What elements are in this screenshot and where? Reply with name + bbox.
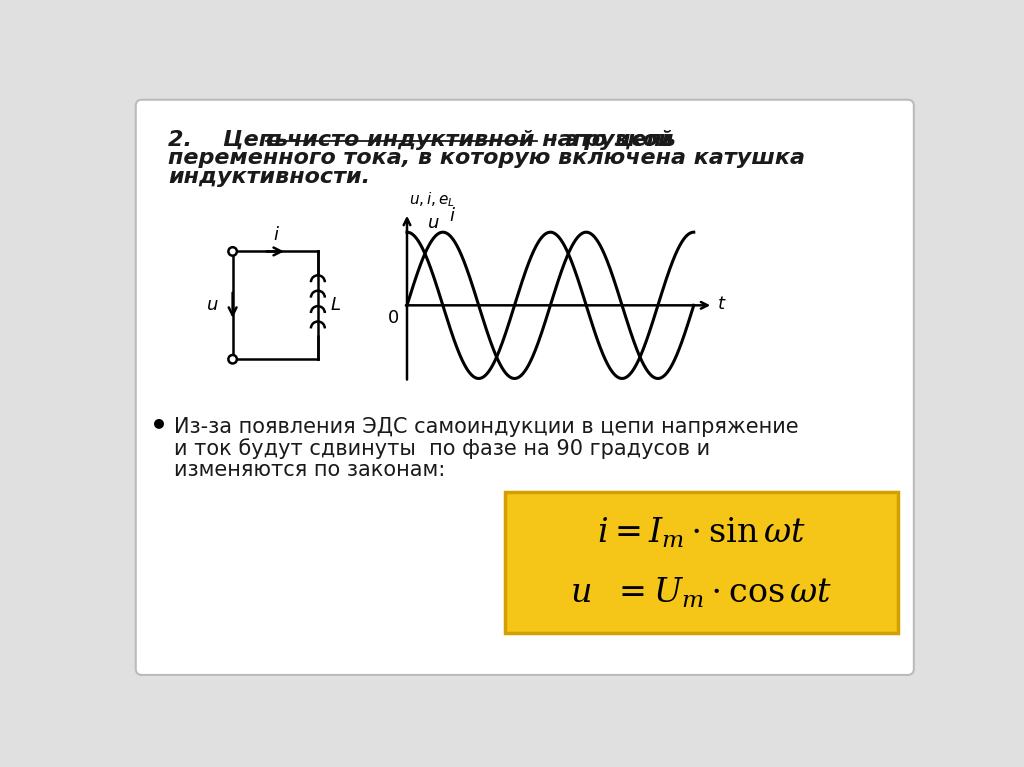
Text: $u$: $u$ [206,296,219,314]
Text: $u$: $u$ [427,213,439,232]
Circle shape [228,355,237,364]
Text: – это цепь: – это цепь [539,130,676,150]
Text: изменяются по законам:: изменяются по законам: [174,460,445,480]
Text: переменного тока, в которую включена катушка: переменного тока, в которую включена кат… [168,148,805,168]
Text: $u,i,e_L$: $u,i,e_L$ [409,190,455,209]
Text: 2.    Цепь: 2. Цепь [168,130,296,150]
Text: Из-за появления ЭДС самоиндукции в цепи напряжение: Из-за появления ЭДС самоиндукции в цепи … [174,417,799,437]
Text: $i$: $i$ [273,225,281,244]
Text: $i = I_m \cdot \sin \omega t$: $i = I_m \cdot \sin \omega t$ [597,516,806,551]
Circle shape [155,420,163,428]
Text: $L$: $L$ [331,296,341,314]
FancyBboxPatch shape [136,100,913,675]
Text: и ток будут сдвинуты  по фазе на 90 градусов и: и ток будут сдвинуты по фазе на 90 граду… [174,439,711,459]
Circle shape [228,247,237,255]
FancyBboxPatch shape [505,492,898,634]
Text: $t$: $t$ [717,295,727,313]
Text: с чисто индуктивной нагрузкой: с чисто индуктивной нагрузкой [266,130,674,150]
Text: $u \ \ = U_m \cdot \cos \omega t$: $u \ \ = U_m \cdot \cos \omega t$ [570,575,833,610]
Text: $0$: $0$ [387,309,399,328]
Text: $i$: $i$ [449,207,456,225]
Text: индуктивности.: индуктивности. [168,166,371,186]
